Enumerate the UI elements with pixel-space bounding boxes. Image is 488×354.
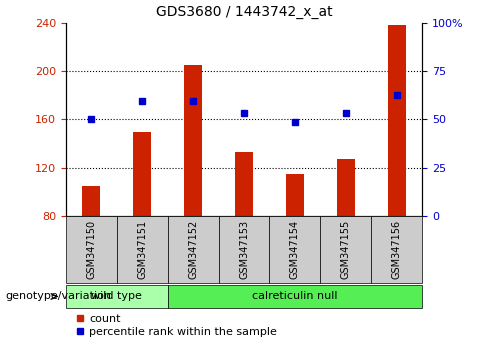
Bar bbox=[337, 159, 355, 216]
Bar bbox=[82, 186, 100, 216]
Bar bbox=[286, 174, 304, 216]
Bar bbox=[320, 216, 371, 283]
Title: GDS3680 / 1443742_x_at: GDS3680 / 1443742_x_at bbox=[156, 5, 332, 19]
Bar bbox=[133, 132, 151, 216]
Legend: count, percentile rank within the sample: count, percentile rank within the sample bbox=[71, 309, 282, 341]
Text: GSM347155: GSM347155 bbox=[341, 220, 351, 279]
Bar bbox=[184, 65, 202, 216]
Bar bbox=[168, 285, 422, 308]
Text: wild type: wild type bbox=[91, 291, 142, 302]
Text: GSM347154: GSM347154 bbox=[290, 220, 300, 279]
Text: GSM347152: GSM347152 bbox=[188, 220, 198, 279]
Bar bbox=[219, 216, 269, 283]
Bar bbox=[66, 216, 117, 283]
Text: GSM347151: GSM347151 bbox=[137, 220, 147, 279]
Text: GSM347156: GSM347156 bbox=[392, 220, 402, 279]
Bar bbox=[269, 216, 320, 283]
Bar bbox=[168, 216, 219, 283]
Bar bbox=[66, 285, 168, 308]
Text: GSM347153: GSM347153 bbox=[239, 220, 249, 279]
Bar bbox=[235, 152, 253, 216]
Text: calreticulin null: calreticulin null bbox=[252, 291, 338, 302]
Text: genotype/variation: genotype/variation bbox=[5, 291, 111, 302]
Bar bbox=[388, 25, 406, 216]
Bar bbox=[117, 216, 168, 283]
Text: GSM347150: GSM347150 bbox=[86, 220, 96, 279]
Bar bbox=[371, 216, 422, 283]
